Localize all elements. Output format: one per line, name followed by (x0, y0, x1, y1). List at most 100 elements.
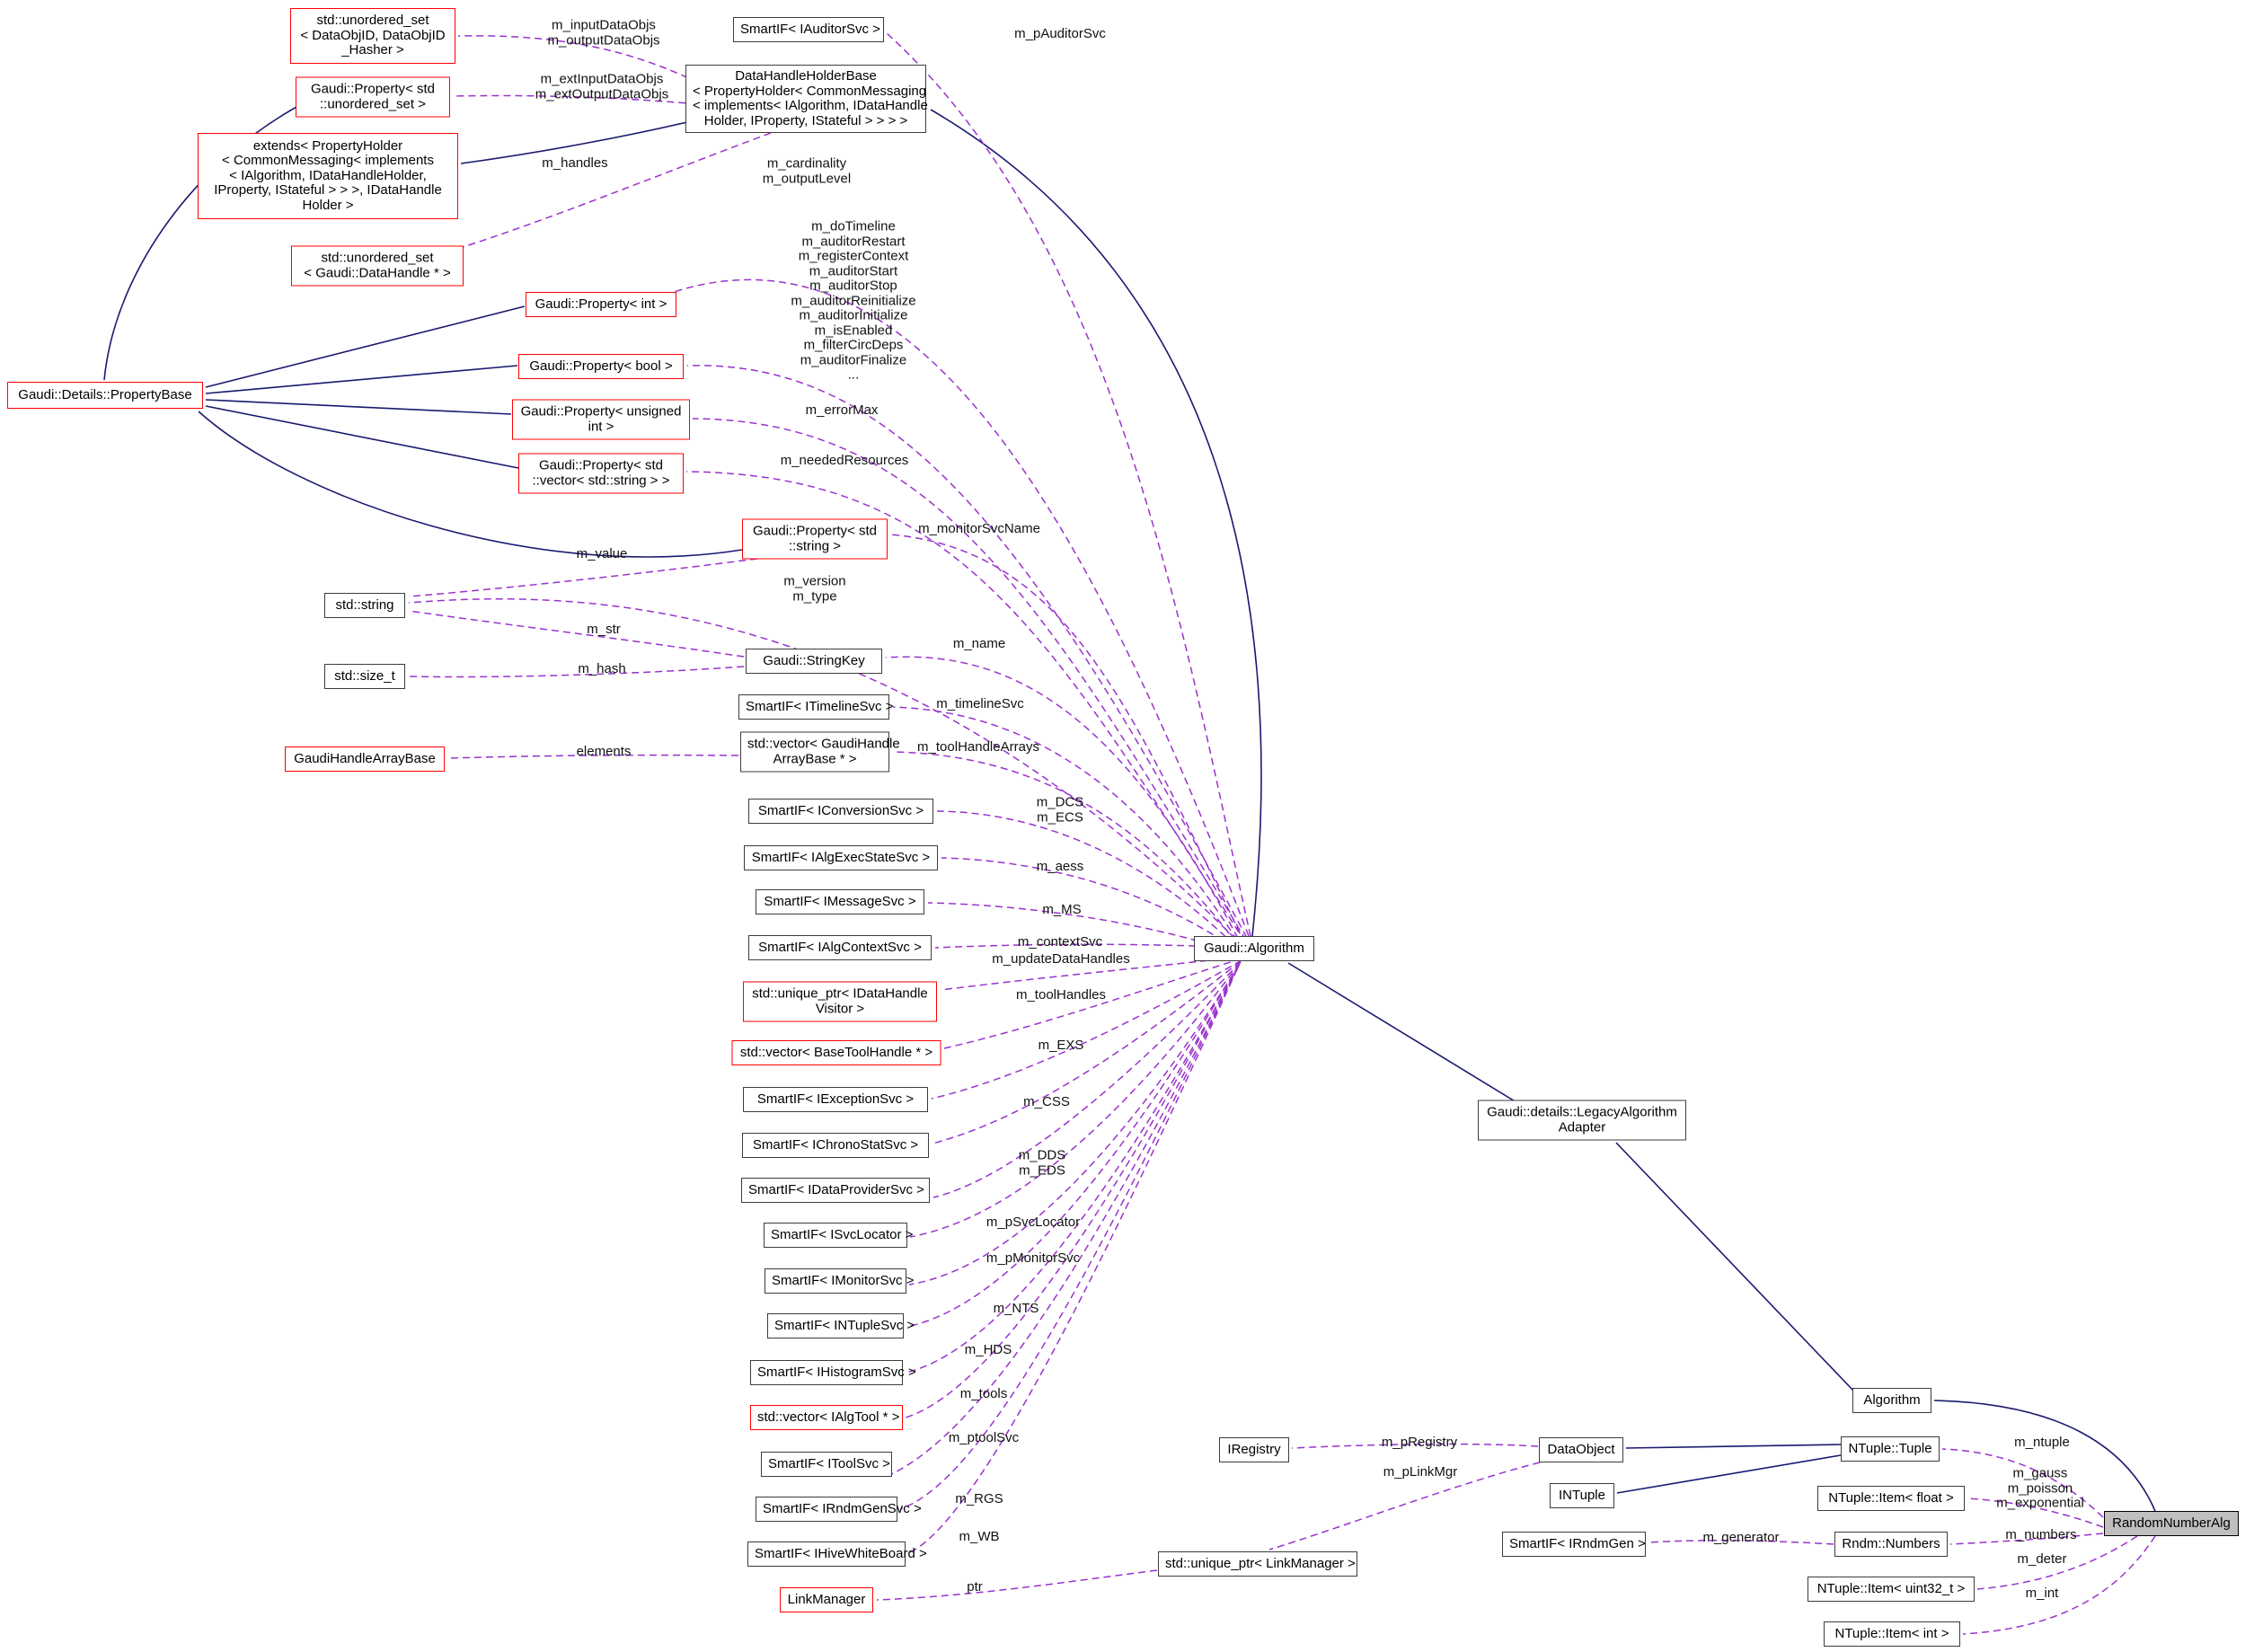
lbl-biglist-line: m_auditorRestart (801, 233, 906, 249)
node-rndm-numbers-label: Rndm::Numbers (1842, 1535, 1940, 1551)
node-prop-bool[interactable]: Gaudi::Property< bool > (518, 354, 684, 379)
node-algorithm[interactable]: Algorithm (1852, 1388, 1931, 1413)
node-algorithm-label: Algorithm (1863, 1391, 1921, 1408)
edge-gaudi-algorithm-to-prop-bool (686, 365, 1248, 939)
lbl-psvclocator-line: m_pSvcLocator (986, 1214, 1081, 1230)
node-stringkey[interactable]: Gaudi::StringKey (746, 649, 882, 674)
node-uptr-idatahandlevisitor-label: Visitor > (815, 1001, 865, 1016)
node-prop-uset[interactable]: Gaudi::Property< std::unordered_set > (296, 76, 450, 118)
node-rndm-numbers[interactable]: Rndm::Numbers (1834, 1532, 1948, 1557)
node-prop-int[interactable]: Gaudi::Property< int > (526, 292, 676, 317)
node-smartif-itimelinesvc[interactable]: SmartIF< ITimelineSvc > (738, 694, 894, 720)
lbl-pmonitorsvc: m_pMonitorSvc (986, 1250, 1080, 1267)
lbl-hash: m_hash (578, 661, 625, 677)
node-std-string[interactable]: std::string (324, 593, 405, 618)
lbl-css-line: m_CSS (1023, 1093, 1070, 1109)
node-linkmanager[interactable]: LinkManager (780, 1587, 873, 1612)
node-extends-propertyholder-label: < CommonMessaging< implements (222, 153, 434, 169)
lbl-dcs-ecs-line: m_ECS (1037, 809, 1083, 825)
node-smartif-irndmgensvc[interactable]: SmartIF< IRndmGenSvc > (756, 1497, 922, 1522)
node-dataobject[interactable]: DataObject (1539, 1437, 1623, 1462)
node-smartif-intuplesvc-label: SmartIF< INTupleSvc > (774, 1317, 915, 1333)
lbl-ms: m_MS (1042, 902, 1081, 918)
lbl-handles-line: m_handles (542, 155, 608, 171)
node-propertybase[interactable]: Gaudi::Details::PropertyBase (7, 382, 203, 409)
edge-randomnumberalg-to-algorithm (1933, 1400, 2156, 1512)
node-uset-datahandle[interactable]: std::unordered_set < Gaudi::DataHandle * … (291, 245, 464, 287)
edge-gaudi-algorithm-to-smartif-ichronostatsvc (932, 960, 1242, 1144)
node-smartif-iconversionsvc[interactable]: SmartIF< IConversionSvc > (748, 799, 933, 824)
edge-gaudi-algorithm-to-smartif-iauditorsvc (886, 32, 1251, 937)
node-intuple-label: INTuple (1559, 1487, 1605, 1503)
node-smartif-ialgcontextsvc[interactable]: SmartIF< IAlgContextSvc > (748, 935, 932, 960)
node-smartif-imessagesvc[interactable]: SmartIF< IMessageSvc > (756, 889, 924, 914)
node-prop-string-label: ::string > (789, 538, 841, 553)
node-legacy-algorithm-adapter[interactable]: Gaudi::details::LegacyAlgorithm Adapter (1478, 1100, 1686, 1141)
node-smartif-ialgexecstatesvc[interactable]: SmartIF< IAlgExecStateSvc > (744, 845, 938, 870)
lbl-cardinality-line: m_cardinality (766, 155, 847, 172)
lbl-timelinesvc: m_timelineSvc (936, 695, 1024, 712)
edge-dataobject-to-uptr-linkmanager (1268, 1462, 1541, 1550)
lbl-pregistry: m_pRegistry (1382, 1435, 1457, 1451)
edge-randomnumberalg-to-ntuple-item-float (1967, 1497, 2104, 1528)
node-extends-propertyholder-label: < IAlgorithm, IDataHandleHolder, (229, 167, 427, 183)
node-smartif-ihivewhiteboard[interactable]: SmartIF< IHiveWhiteBoard > (747, 1542, 927, 1567)
node-vec-ialgtool-label: std::vector< IAlgTool * > (757, 1409, 900, 1425)
node-prop-uint[interactable]: Gaudi::Property< unsigned int > (512, 399, 690, 440)
node-gaudi-algorithm-label: Gaudi::Algorithm (1204, 940, 1304, 956)
node-uset-dataobjid[interactable]: std::unordered_set < DataObjID, DataObjID… (290, 8, 455, 64)
lbl-ntuple: m_ntuple (2014, 1435, 2070, 1451)
node-ntuple-item-uint32[interactable]: NTuple::Item< uint32_t > (1807, 1577, 1975, 1602)
node-vec-basetoolhandle-label: std::vector< BaseToolHandle * > (739, 1044, 933, 1060)
edge-prop-bool-to-propertybase (205, 365, 518, 394)
node-smartif-isvclocator[interactable]: SmartIF< ISvcLocator > (764, 1223, 914, 1248)
edge-gaudi-algorithm-to-std-string (408, 598, 1244, 948)
node-smartif-idataprovidersvc[interactable]: SmartIF< IDataProviderSvc > (741, 1178, 930, 1203)
lbl-toolhandlearrays-line: m_toolHandleArrays (917, 738, 1039, 755)
lbl-extinputdataobjs-line: m_extInputDataObjs (540, 71, 664, 87)
lbl-inputdataobjs-line: m_outputDataObjs (547, 32, 660, 48)
lbl-dds-eds-line: m_EDS (1019, 1162, 1065, 1178)
node-smartif-imonitorsvc[interactable]: SmartIF< IMonitorSvc > (765, 1268, 914, 1294)
lbl-gauss-line: m_gauss (2012, 1465, 2068, 1481)
node-extends-propertyholder[interactable]: extends< PropertyHolder < CommonMessaging… (198, 133, 458, 219)
node-vec-basetoolhandle[interactable]: std::vector< BaseToolHandle * > (731, 1040, 941, 1065)
lbl-timelinesvc-line: m_timelineSvc (936, 695, 1024, 711)
node-gaudihandlearraybase[interactable]: GaudiHandleArrayBase (285, 746, 445, 772)
node-vec-gaudihandlearraybase[interactable]: std::vector< GaudiHandle ArrayBase * > (740, 731, 900, 773)
node-intuple[interactable]: INTuple (1550, 1483, 1614, 1508)
lbl-gauss-line: m_exponential (1996, 1495, 2084, 1511)
node-std-sizet[interactable]: std::size_t (324, 664, 405, 689)
node-uset-datahandle-label: std::unordered_set (321, 250, 434, 266)
node-smartif-ichronostatsvc[interactable]: SmartIF< IChronoStatSvc > (742, 1133, 929, 1158)
node-uptr-linkmanager[interactable]: std::unique_ptr< LinkManager > (1158, 1551, 1357, 1577)
lbl-dds-eds: m_DDS m_EDS (1019, 1148, 1066, 1179)
node-smartif-intuplesvc[interactable]: SmartIF< INTupleSvc > (767, 1313, 915, 1338)
node-smartif-ihistogramsvc[interactable]: SmartIF< IHistogramSvc > (750, 1360, 916, 1385)
node-datahandleholderbase-label: < implements< IAlgorithm, IDataHandle (693, 98, 928, 113)
edge-randomnumberalg-to-ntuple-tuple (1941, 1448, 2104, 1518)
node-gaudi-algorithm[interactable]: Gaudi::Algorithm (1194, 936, 1314, 961)
lbl-dcs-ecs: m_DCS m_ECS (1037, 795, 1084, 826)
edge-datahandleholderbase-to-extends-propertyholder (460, 116, 711, 164)
node-vec-ialgtool[interactable]: std::vector< IAlgTool * > (750, 1405, 903, 1430)
edge-prop-vecstr-to-propertybase (205, 405, 519, 469)
node-randomnumberalg[interactable]: RandomNumberAlg (2104, 1511, 2239, 1536)
node-smartif-iauditorsvc[interactable]: SmartIF< IAuditorSvc > (733, 17, 884, 42)
node-prop-string[interactable]: Gaudi::Property< std::string > (742, 518, 888, 560)
node-smartif-iexceptionsvc[interactable]: SmartIF< IExceptionSvc > (743, 1087, 928, 1112)
node-ntuple-item-int[interactable]: NTuple::Item< int > (1824, 1621, 1960, 1647)
node-iregistry[interactable]: IRegistry (1219, 1437, 1289, 1462)
node-smartif-isvclocator-label: SmartIF< ISvcLocator > (771, 1226, 914, 1242)
node-uptr-idatahandlevisitor[interactable]: std::unique_ptr< IDataHandle Visitor > (743, 981, 937, 1022)
node-ntuple-tuple[interactable]: NTuple::Tuple (1841, 1436, 1940, 1462)
node-ntuple-item-float[interactable]: NTuple::Item< float > (1817, 1486, 1965, 1511)
lbl-biglist: m_doTimeline m_auditorRestart m_registerCo… (791, 219, 915, 383)
node-prop-vecstr[interactable]: Gaudi::Property< std::vector< std::strin… (518, 453, 684, 494)
lbl-hds: m_HDS (965, 1342, 1012, 1358)
node-smartif-itoolsvc[interactable]: SmartIF< IToolSvc > (761, 1452, 892, 1477)
node-datahandleholderbase[interactable]: DataHandleHolderBase < PropertyHolder< Co… (685, 65, 928, 133)
edge-datahandleholderbase-to-prop-uset (452, 94, 710, 106)
edge-stringkey-to-std-sizet (408, 666, 745, 678)
node-smartif-irndmgen[interactable]: SmartIF< IRndmGen > (1502, 1532, 1646, 1557)
